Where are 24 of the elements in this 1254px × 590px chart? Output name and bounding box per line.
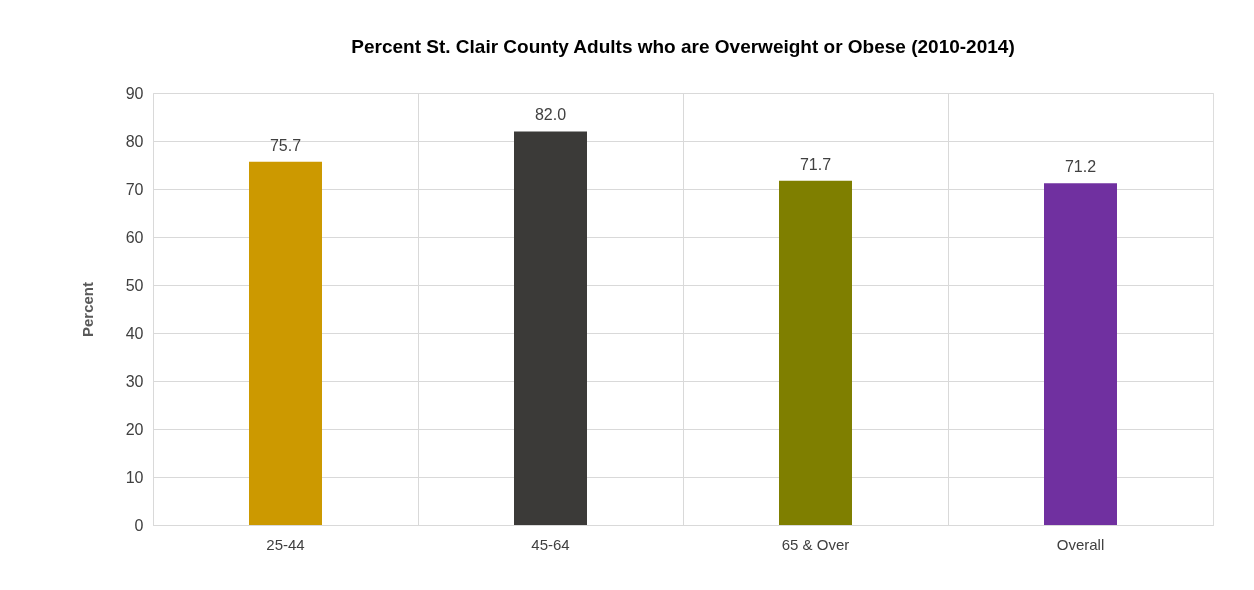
bar (249, 161, 322, 525)
data-label: 71.7 (799, 155, 832, 173)
data-label: 71.2 (1064, 158, 1097, 176)
x-tick-label: 65 & Over (781, 535, 850, 553)
y-tick-label: 50 (125, 276, 144, 294)
y-tick-label: 30 (125, 372, 144, 390)
y-tick-label: 0 (134, 516, 144, 534)
y-tick-label: 60 (125, 228, 144, 246)
y-tick-label: 80 (125, 132, 144, 150)
bar (779, 180, 852, 525)
x-tick-label: Overall (1056, 535, 1105, 553)
bar (514, 131, 587, 525)
data-label: 75.7 (269, 136, 302, 154)
y-tick-label: 40 (125, 324, 144, 342)
y-tick-label: 70 (125, 180, 144, 198)
y-axis-title: Percent (78, 281, 96, 338)
y-tick-label: 90 (125, 84, 144, 102)
x-tick-label: 45-64 (531, 535, 570, 553)
bar (1044, 183, 1117, 525)
y-tick-label: 20 (125, 420, 144, 438)
chart-title: Percent St. Clair County Adults who are Overweight or Obese (2010-2014) (351, 36, 1015, 57)
x-tick-label: 25-44 (266, 535, 305, 553)
data-label: 82.0 (534, 106, 567, 124)
y-tick-label: 10 (125, 468, 144, 486)
